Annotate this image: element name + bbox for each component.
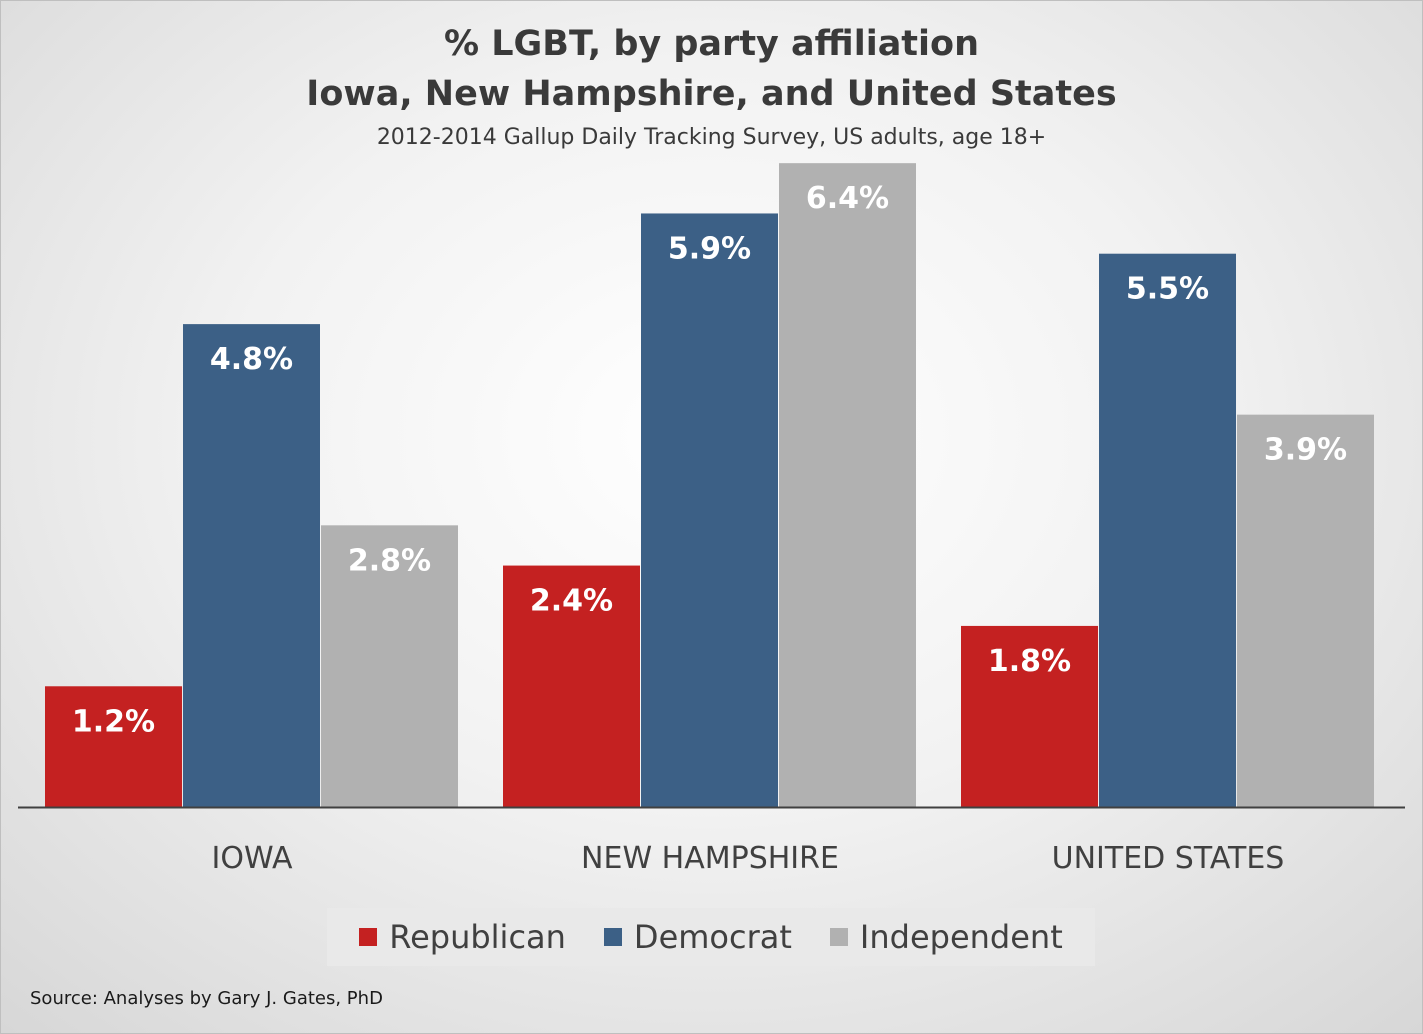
legend-label-independent: Independent [859,918,1063,956]
bar-new-hampshire-democrat [641,213,778,807]
data-label-new-hampshire-democrat: 5.9% [668,231,751,266]
data-label-united-states-democrat: 5.5% [1126,272,1209,307]
legend-swatch-republican [359,928,378,946]
bar-united-states-independent [1237,414,1374,807]
chart-title-line2: Iowa, New Hampshire, and United States [306,74,1117,114]
data-label-new-hampshire-republican: 2.4% [530,584,613,619]
bar-iowa-republican [45,686,182,807]
legend-label-democrat: Democrat [633,918,792,956]
data-label-iowa-independent: 2.8% [348,543,431,578]
legend-swatch-democrat [603,928,622,946]
data-label-new-hampshire-independent: 6.4% [806,181,889,216]
data-label-united-states-independent: 3.9% [1264,433,1347,468]
x-tick-label-united-states: UNITED STATES [1052,841,1285,876]
data-label-iowa-democrat: 4.8% [210,342,293,377]
legend-label-republican: Republican [389,918,566,956]
chart-title: % LGBT, by party affiliation [444,24,979,64]
bar-new-hampshire-independent [779,163,916,807]
bar-iowa-democrat [183,324,320,807]
legend-item-independent: Independent [829,918,1063,956]
legend: Republican Democrat Independent [327,908,1095,966]
bar-united-states-democrat [1099,253,1236,807]
legend-item-republican: Republican [359,918,566,956]
bar-united-states-republican [961,625,1098,807]
legend-item-democrat: Democrat [603,918,792,956]
data-label-united-states-republican: 1.8% [988,644,1071,679]
data-label-iowa-republican: 1.2% [72,704,155,739]
legend-swatch-independent [829,928,848,946]
x-tick-label-iowa: IOWA [211,841,292,876]
bar-new-hampshire-republican [503,565,640,807]
source-note: Source: Analyses by Gary J. Gates, PhD [30,988,383,1009]
x-tick-label-new-hampshire: NEW HAMPSHIRE [581,841,839,876]
chart-subtitle: 2012-2014 Gallup Daily Tracking Survey, … [376,125,1047,150]
bar-iowa-independent [321,525,458,807]
